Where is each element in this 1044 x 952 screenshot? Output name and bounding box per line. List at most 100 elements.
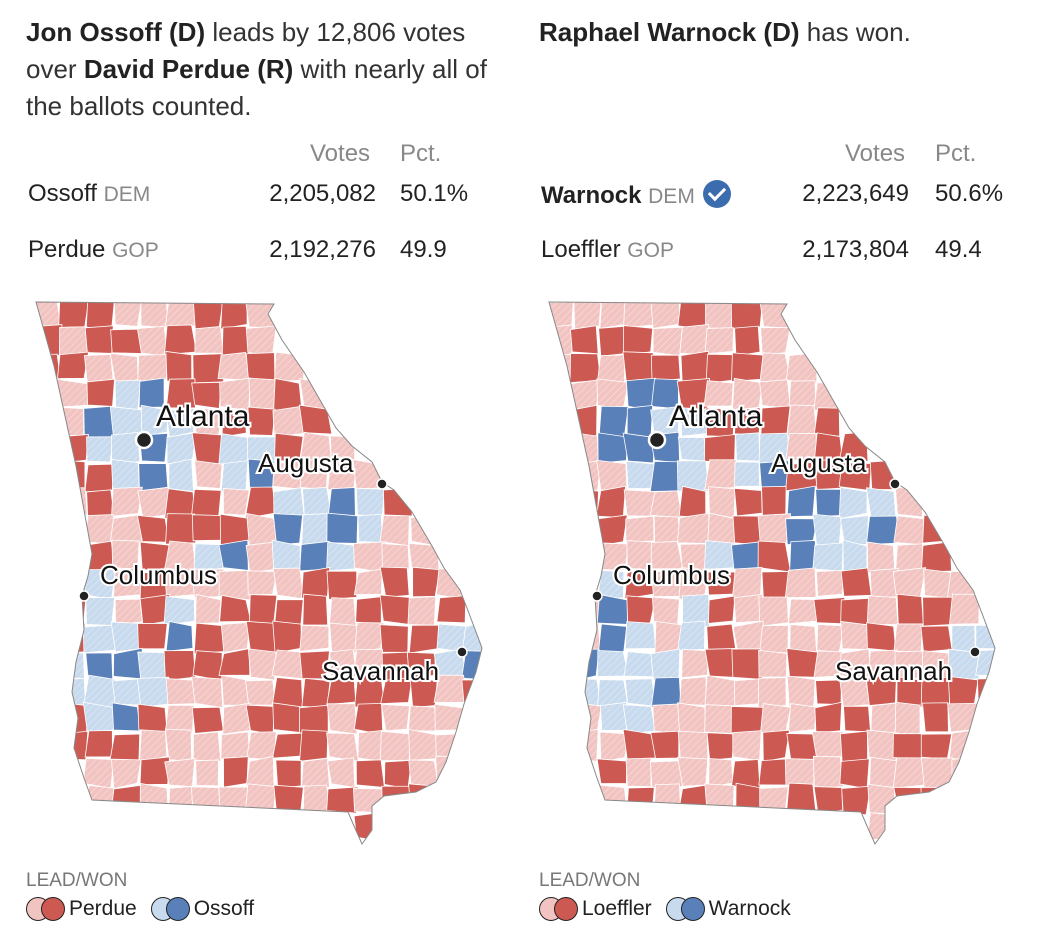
- county-shape: [136, 514, 170, 543]
- county-hatch: [303, 784, 332, 816]
- county-shape: [622, 325, 654, 357]
- county-hatch: [165, 408, 194, 438]
- county-hatch: [570, 460, 601, 492]
- county-shape: [598, 623, 628, 654]
- county-shape: [55, 622, 89, 654]
- county-hatch: [302, 487, 332, 519]
- vote-count: 2,205,082: [269, 180, 376, 207]
- county-shape: [622, 432, 656, 464]
- county-hatch: [329, 597, 357, 627]
- county-hatch: [83, 675, 116, 708]
- county-hatch: [248, 378, 278, 410]
- county-hatch: [895, 543, 923, 573]
- county-hatch: [734, 678, 764, 706]
- legend-item-rep: Perdue: [26, 897, 137, 921]
- county-shape: [570, 325, 599, 355]
- county-shape: [218, 539, 249, 571]
- city-marker-savannah: [969, 646, 981, 658]
- county-hatch: [812, 731, 845, 757]
- county-shape: [275, 759, 302, 790]
- county-hatch: [867, 784, 895, 814]
- county-shape: [920, 786, 951, 813]
- county-shape: [245, 704, 275, 736]
- county-hatch: [759, 379, 791, 409]
- county-shape: [383, 488, 413, 517]
- county-hatch: [785, 433, 818, 464]
- county-hatch: [301, 758, 330, 788]
- county-hatch: [760, 703, 791, 733]
- county-hatch: [732, 567, 762, 599]
- county-shape: [598, 405, 629, 438]
- county-hatch: [866, 730, 899, 762]
- county-shape: [220, 302, 248, 330]
- county-hatch: [651, 571, 682, 597]
- county-hatch: [704, 540, 737, 570]
- county-shape: [922, 514, 954, 544]
- county-shape: [191, 706, 224, 734]
- headline-text: has won.: [799, 17, 911, 47]
- county-shape: [813, 407, 841, 437]
- county-shape: [733, 487, 763, 517]
- state-outline: [548, 301, 996, 846]
- county-hatch: [327, 703, 358, 735]
- county-hatch: [272, 540, 301, 573]
- county-shape: [86, 489, 115, 519]
- pct-column-header: Pct.: [935, 140, 977, 167]
- county-hatch: [921, 757, 953, 789]
- county-shape: [353, 702, 384, 736]
- county-hatch: [625, 516, 655, 543]
- county-shape: [272, 513, 304, 546]
- county-hatch: [677, 513, 710, 544]
- county-hatch: [789, 624, 817, 652]
- county-hatch: [111, 487, 143, 517]
- county-shape: [920, 625, 953, 653]
- county-shape: [757, 540, 792, 573]
- county-shape: [843, 705, 871, 733]
- county-shape: [57, 351, 89, 379]
- county-hatch: [626, 461, 655, 489]
- county-hatch: [625, 678, 656, 707]
- county-hatch: [193, 543, 224, 573]
- county-hatch: [678, 567, 709, 600]
- county-shape: [384, 759, 412, 790]
- county-shape: [626, 595, 657, 628]
- county-hatch: [434, 704, 464, 731]
- county-hatch: [137, 677, 170, 708]
- county-hatch: [816, 624, 845, 653]
- county-hatch: [462, 621, 482, 654]
- county-hatch: [221, 675, 249, 706]
- county-shape: [734, 325, 761, 357]
- candidate-row: Perdue GOP 2,192,276 49.9: [26, 236, 516, 276]
- county-hatch: [300, 459, 329, 490]
- county-hatch: [326, 541, 358, 571]
- county-hatch: [654, 783, 681, 815]
- county-shape: [272, 702, 302, 734]
- county-hatch: [650, 302, 681, 329]
- headline-text: leads by 12,806 votes over: [26, 17, 466, 84]
- county-hatch: [218, 786, 250, 815]
- county-shape: [947, 675, 979, 707]
- county-shape: [84, 730, 113, 758]
- county-shape: [58, 434, 89, 464]
- county-hatch: [137, 354, 170, 384]
- county-shape: [731, 541, 762, 570]
- county-hatch: [975, 649, 995, 676]
- county-hatch: [869, 757, 899, 788]
- county-hatch: [329, 649, 357, 676]
- county-shape: [813, 786, 844, 814]
- county-hatch: [678, 437, 708, 462]
- county-shape: [379, 594, 412, 626]
- city-marker-atlanta: [647, 430, 667, 450]
- county-hatch: [191, 676, 223, 708]
- county-hatch: [894, 651, 926, 680]
- county-shape: [191, 432, 224, 465]
- county-hatch: [893, 515, 925, 545]
- county-shape: [758, 758, 790, 786]
- county-hatch: [141, 405, 169, 437]
- county-hatch: [574, 432, 599, 465]
- county-hatch: [166, 678, 195, 705]
- county-shape: [302, 593, 329, 626]
- county-hatch: [434, 675, 467, 703]
- county-hatch: [677, 757, 708, 787]
- county-hatch: [786, 352, 818, 384]
